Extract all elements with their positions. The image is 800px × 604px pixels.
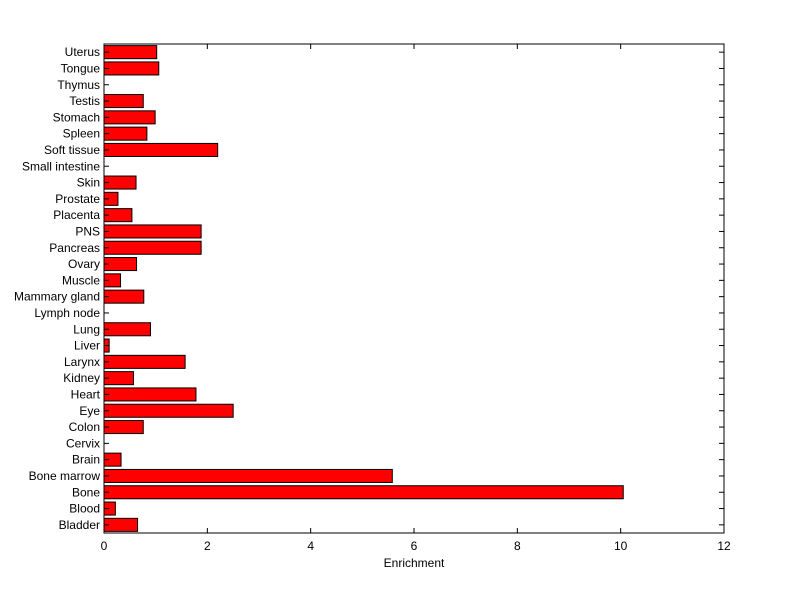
bar-pns: [103, 224, 202, 239]
y-tick-label: Uterus: [65, 45, 100, 59]
bar-bone-marrow: [103, 468, 393, 483]
y-tick-label: Pancreas: [49, 241, 100, 255]
x-axis-label: Enrichment: [384, 556, 445, 570]
x-tick-label: 0: [101, 539, 108, 553]
bar-heart: [103, 387, 197, 402]
x-tick-label: 4: [307, 539, 314, 553]
y-tick-label: Cervix: [66, 436, 100, 450]
labels-group: Bladder Blood Bone Bone marrow Brain Cervix Co…: [14, 45, 731, 553]
y-tick-label: Heart: [71, 387, 101, 401]
y-tick-label: Thymus: [57, 78, 100, 92]
x-tick-label: 12: [717, 539, 731, 553]
y-tick-label: PNS: [75, 224, 100, 238]
x-tick-label: 6: [411, 539, 418, 553]
bar-spleen: [103, 126, 148, 141]
bar-colon: [103, 420, 144, 435]
y-tick-label: Brain: [72, 453, 100, 467]
x-tick-label: 2: [204, 539, 211, 553]
y-tick-label: Tongue: [61, 61, 101, 75]
y-tick-label: Small intestine: [22, 159, 100, 173]
y-tick-label: Muscle: [62, 273, 100, 287]
bar-testis: [103, 94, 144, 109]
y-tick-label: Spleen: [63, 127, 100, 141]
y-tick-label: Lung: [73, 322, 100, 336]
bar-eye: [103, 403, 234, 418]
y-tick-label: Blood: [69, 502, 100, 516]
y-tick-label: Skin: [77, 176, 100, 190]
ticks-group: [103, 44, 725, 533]
y-tick-label: Stomach: [53, 110, 100, 124]
bar-larynx: [103, 354, 186, 369]
y-tick-label: Prostate: [55, 192, 100, 206]
y-tick-label: Bone marrow: [29, 469, 101, 483]
bar-bladder: [103, 517, 139, 532]
y-tick-label: Soft tissue: [44, 143, 100, 157]
y-tick-label: Bone: [72, 485, 100, 499]
x-tick-label: 8: [514, 539, 521, 553]
y-tick-label: Ovary: [68, 257, 100, 271]
bar-soft-tissue: [103, 142, 219, 157]
y-tick-label: Colon: [69, 420, 100, 434]
x-tick-label: 10: [614, 539, 628, 553]
plot-frame: [103, 43, 725, 534]
bars-group: [103, 45, 624, 532]
y-tick-label: Lymph node: [34, 306, 100, 320]
y-tick-label: Placenta: [53, 208, 100, 222]
bar-mammary-gland: [103, 289, 145, 304]
y-tick-label: Kidney: [63, 371, 100, 385]
bar-uterus: [103, 45, 158, 60]
bar-stomach: [103, 110, 156, 125]
y-tick-label: Testis: [69, 94, 100, 108]
bar-bone: [103, 485, 624, 500]
bar-pancreas: [103, 240, 202, 255]
bar-lung: [103, 322, 151, 337]
bar-tongue: [103, 61, 160, 76]
y-tick-label: Larynx: [64, 355, 100, 369]
y-tick-label: Liver: [74, 339, 100, 353]
y-tick-label: Bladder: [59, 518, 100, 532]
y-tick-label: Mammary gland: [14, 290, 100, 304]
y-tick-label: Eye: [79, 404, 100, 418]
